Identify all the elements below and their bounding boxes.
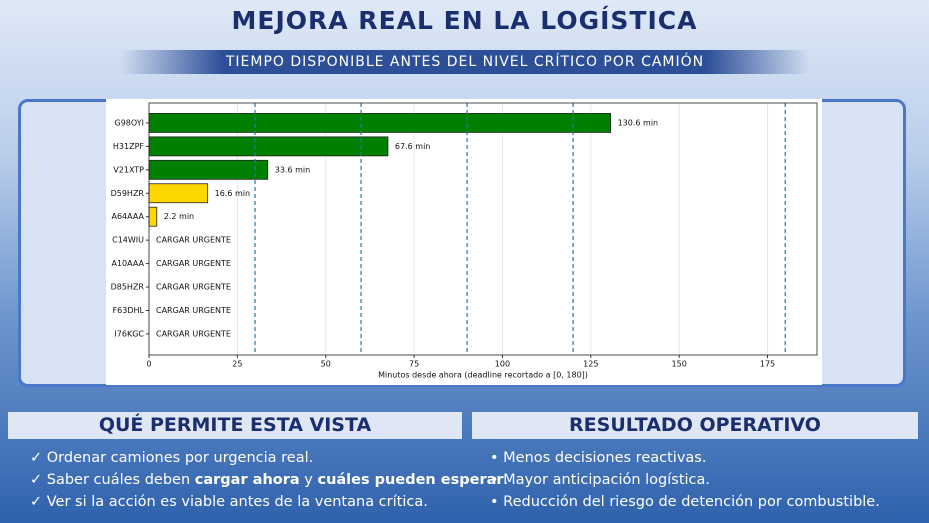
bar xyxy=(148,113,611,133)
list-item: Ver si la acción es viable antes de la v… xyxy=(30,491,508,513)
text-segment: Ver si la acción es viable antes de la v… xyxy=(46,494,428,510)
bar xyxy=(148,206,158,227)
x-tick-label: 150 xyxy=(672,360,687,369)
plot-border xyxy=(148,102,818,356)
y-tick-label: F63DHL xyxy=(113,306,145,315)
bar xyxy=(148,159,269,180)
value-label: CARGAR URGENTE xyxy=(156,283,231,292)
list-item: Mayor anticipación logística. xyxy=(490,469,880,491)
chart: 0 25 50 75 100 125 150 175 G98OYI 130.6 min H31ZPF… xyxy=(106,99,822,385)
y-tick-label: D59HZR xyxy=(111,189,145,198)
value-label: 33.6 min xyxy=(275,165,310,174)
x-axis-label: Minutos desde ahora (deadline recortado … xyxy=(378,371,588,380)
list-item: Saber cuáles deben cargar ahora y cuáles… xyxy=(30,469,508,491)
panel-heading: QUÉ PERMITE ESTA VISTA xyxy=(8,412,462,439)
panel-heading: RESULTADO OPERATIVO xyxy=(472,412,918,439)
x-tick-label: 100 xyxy=(495,360,510,369)
y-tick-label: I76KGC xyxy=(114,329,144,338)
bar xyxy=(148,183,209,204)
list-item: Ordenar camiones por urgencia real. xyxy=(30,447,508,469)
list-item: Menos decisiones reactivas. xyxy=(490,447,880,469)
x-tick-label: 0 xyxy=(146,360,151,369)
slide-subtitle: TIEMPO DISPONIBLE ANTES DEL NIVEL CRÍTIC… xyxy=(120,50,810,74)
value-label: CARGAR URGENTE xyxy=(156,306,231,315)
y-tick-label: V21XTP xyxy=(113,165,144,174)
bar xyxy=(148,136,389,157)
result-list: Menos decisiones reactivas.Mayor anticip… xyxy=(490,447,880,513)
value-label: 67.6 min xyxy=(395,142,430,151)
y-tick-label: H31ZPF xyxy=(113,142,145,151)
text-segment: Saber cuáles deben xyxy=(46,472,195,488)
y-tick-label: A10AAA xyxy=(111,259,144,268)
y-tick-label: D85HZR xyxy=(111,283,145,292)
y-tick-label: A64AAA xyxy=(111,212,144,221)
text-segment: y xyxy=(299,472,318,488)
value-label: 2.2 min xyxy=(164,212,194,221)
text-segment: Ordenar camiones por urgencia real. xyxy=(46,450,314,466)
y-tick-label: C14WIU xyxy=(112,236,144,245)
x-tick-label: 125 xyxy=(583,360,598,369)
feature-list: Ordenar camiones por urgencia real. Saber… xyxy=(30,447,508,513)
x-tick-label: 175 xyxy=(760,360,775,369)
value-label: 16.6 min xyxy=(215,189,250,198)
value-label: CARGAR URGENTE xyxy=(156,259,231,268)
y-tick-label: G98OYI xyxy=(115,118,144,127)
value-label: 130.6 min xyxy=(618,118,659,127)
slide-title: MEJORA REAL EN LA LOGÍSTICA xyxy=(231,6,698,35)
text-segment: cuáles pueden esperar xyxy=(317,472,504,488)
value-label: CARGAR URGENTE xyxy=(156,236,231,245)
list-item: Reducción del riesgo de detención por co… xyxy=(490,491,880,513)
value-label: CARGAR URGENTE xyxy=(156,329,231,338)
x-tick-label: 75 xyxy=(409,360,419,369)
x-tick-label: 50 xyxy=(321,360,331,369)
text-segment: cargar ahora xyxy=(194,472,300,488)
x-tick-label: 25 xyxy=(232,360,242,369)
